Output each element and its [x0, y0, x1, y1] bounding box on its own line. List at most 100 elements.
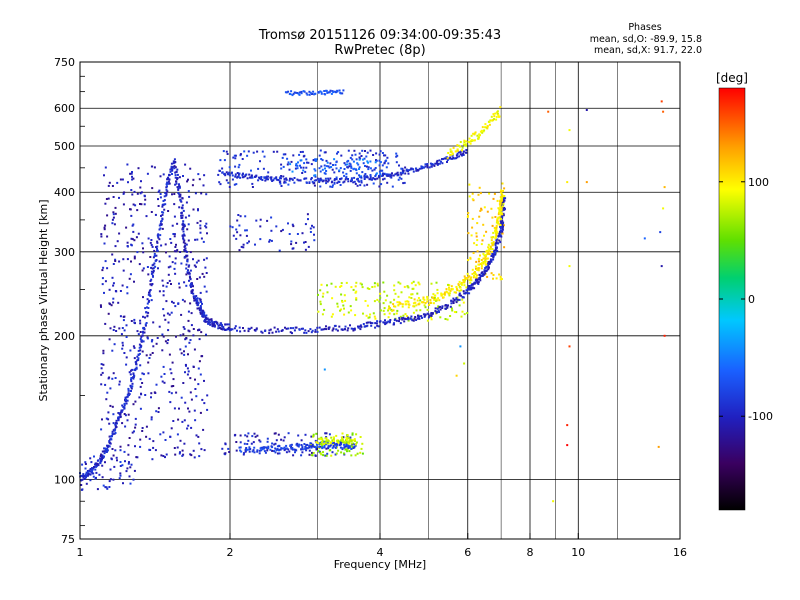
data-point: [275, 330, 278, 333]
data-point: [143, 327, 145, 329]
data-point: [131, 193, 134, 196]
data-point: [155, 383, 158, 386]
data-point: [149, 256, 152, 258]
data-point: [387, 173, 390, 176]
data-point: [463, 313, 466, 316]
data-point: [397, 295, 400, 298]
data-point: [471, 226, 474, 229]
data-point: [245, 449, 248, 452]
data-point: [96, 488, 99, 491]
data-point: [163, 195, 166, 198]
data-point: [314, 92, 317, 95]
data-point: [235, 183, 238, 186]
data-point: [344, 448, 347, 451]
data-point: [104, 322, 107, 325]
data-point: [279, 182, 282, 185]
data-point: [458, 280, 461, 283]
data-point: [195, 434, 198, 437]
data-point: [452, 156, 455, 159]
data-point: [323, 443, 325, 445]
data-point: [390, 308, 393, 311]
data-point: [104, 383, 107, 386]
data-point: [83, 475, 86, 477]
data-point: [178, 185, 181, 188]
data-point: [382, 174, 384, 177]
data-point: [201, 272, 204, 275]
data-point: [109, 478, 112, 481]
data-point: [140, 345, 143, 348]
data-point: [400, 167, 403, 170]
data-point: [249, 448, 252, 450]
data-point: [302, 90, 305, 93]
data-point: [378, 170, 381, 173]
data-point: [158, 189, 161, 192]
data-point: [139, 364, 142, 367]
data-point: [499, 190, 502, 193]
data-point: [388, 312, 391, 315]
data-point: [245, 173, 248, 176]
data-point: [309, 328, 312, 331]
data-point: [333, 178, 336, 180]
data-point: [182, 224, 185, 227]
data-point: [312, 90, 315, 93]
data-point: [308, 453, 311, 456]
data-point: [188, 214, 191, 217]
data-point: [192, 178, 195, 181]
data-point: [325, 165, 328, 168]
data-point: [130, 380, 133, 383]
data-point: [468, 141, 471, 143]
data-point: [325, 442, 328, 445]
data-point: [313, 239, 316, 242]
data-point: [480, 265, 483, 267]
data-point: [336, 302, 339, 305]
data-point: [174, 174, 177, 177]
data-point: [494, 229, 497, 232]
data-point: [109, 404, 112, 407]
data-point: [246, 435, 249, 438]
data-point: [162, 284, 165, 287]
data-point: [290, 160, 293, 163]
data-point: [190, 454, 193, 457]
data-point: [306, 443, 309, 446]
data-point: [321, 313, 324, 316]
data-point: [469, 277, 472, 280]
data-point: [492, 241, 495, 244]
data-point: [181, 207, 184, 210]
data-point: [378, 164, 381, 167]
data-point: [308, 181, 311, 184]
data-point: [174, 161, 177, 164]
data-point: [392, 309, 395, 312]
data-point: [106, 444, 108, 447]
data-point: [184, 338, 187, 341]
data-point: [278, 249, 281, 252]
data-point: [283, 180, 286, 183]
data-point: [247, 150, 250, 153]
data-point: [340, 282, 343, 285]
data-point: [131, 175, 133, 178]
data-point: [469, 140, 472, 143]
data-point: [321, 159, 324, 162]
data-point: [495, 227, 497, 230]
data-point: [235, 449, 238, 452]
data-point: [123, 450, 126, 453]
data-point: [290, 243, 293, 246]
data-point: [279, 180, 282, 183]
data-point: [412, 168, 415, 171]
data-point: [297, 179, 300, 182]
data-point: [398, 301, 401, 304]
data-point: [197, 329, 199, 332]
data-point: [198, 338, 201, 341]
data-point: [369, 313, 372, 316]
data-point: [202, 312, 205, 315]
data-point: [494, 249, 497, 252]
data-point: [424, 163, 427, 166]
data-point: [381, 164, 384, 167]
data-point: [108, 441, 111, 444]
x-tick-label: 1: [77, 546, 84, 559]
data-point: [371, 286, 374, 288]
data-point: [338, 169, 341, 172]
data-point: [159, 196, 162, 199]
data-point: [132, 230, 135, 233]
data-point: [328, 166, 331, 169]
data-point: [248, 173, 251, 176]
